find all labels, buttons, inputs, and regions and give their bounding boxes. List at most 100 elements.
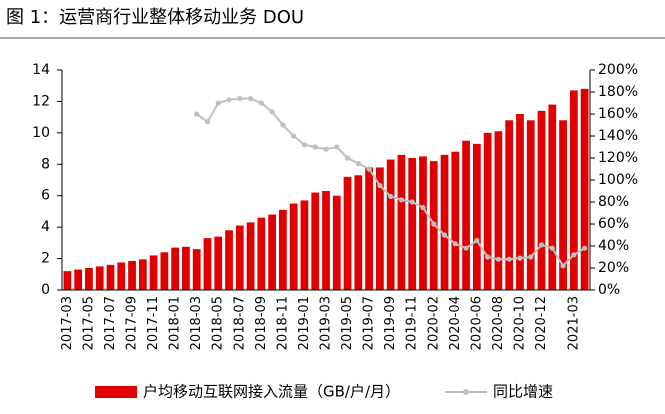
line-marker (334, 144, 340, 150)
bar (419, 156, 427, 290)
y2-tick-label: 80% (598, 194, 629, 210)
line-marker (463, 245, 469, 251)
bar (408, 158, 417, 290)
bar (365, 167, 373, 290)
bar (192, 249, 201, 290)
x-tick-label: 2019-07 (362, 296, 377, 350)
bar (106, 264, 115, 290)
y2-tick-label: 100% (598, 172, 638, 188)
y2-tick-label: 0% (598, 282, 620, 298)
line-marker (517, 255, 523, 261)
x-tick-label: 2019-11 (405, 296, 420, 350)
line-marker (204, 119, 211, 125)
y2-tick-label: 60% (598, 216, 629, 232)
bar (138, 259, 147, 290)
y-tick-label: 0 (41, 282, 50, 298)
line-marker (474, 237, 480, 244)
y2-tick-label: 200% (598, 62, 638, 78)
line-marker (420, 204, 426, 211)
bar (203, 238, 212, 290)
line-marker (312, 144, 318, 150)
bar (117, 262, 126, 290)
y-tick-label: 12 (32, 93, 50, 109)
y-tick-label: 2 (41, 251, 50, 267)
x-tick-label: 2018-07 (232, 296, 247, 350)
chart-title: 图 1：运营商行业整体移动业务 DOU (6, 7, 304, 28)
x-tick-label: 2019-03 (319, 296, 334, 350)
legend-swatch (463, 389, 469, 395)
bar (537, 110, 546, 290)
bar (279, 209, 287, 290)
bar (354, 175, 363, 290)
y-tick-label: 4 (41, 219, 50, 235)
y-tick-label: 14 (32, 62, 50, 78)
x-tick-label: 2018-03 (189, 296, 204, 350)
line-marker (452, 241, 458, 247)
bar (85, 268, 93, 290)
bar (246, 222, 255, 290)
line-marker (571, 252, 577, 258)
x-tick-label: 2020-06 (469, 296, 484, 350)
bar (160, 252, 169, 290)
y-tick-label: 10 (32, 125, 50, 141)
x-tick-label: 2020-04 (448, 296, 463, 350)
x-tick-label: 2019-05 (340, 296, 355, 350)
bar (332, 195, 341, 290)
line-marker (247, 96, 254, 102)
line-marker (237, 96, 243, 102)
bar (149, 255, 158, 290)
x-tick-label: 2018-05 (211, 296, 226, 350)
bar (74, 269, 83, 290)
bar (214, 236, 223, 290)
bar (386, 159, 395, 290)
line-marker (431, 221, 437, 227)
bar (580, 88, 589, 290)
bar (182, 246, 190, 290)
bar (462, 140, 470, 290)
bar (559, 120, 567, 291)
line-marker (366, 166, 372, 172)
x-tick-label: 2017-05 (81, 296, 96, 350)
bar (505, 120, 514, 291)
bar (300, 200, 309, 290)
bar (95, 266, 104, 290)
y2-tick-label: 140% (598, 128, 638, 144)
x-tick-label: 2017-09 (125, 296, 140, 350)
y-tick-label: 6 (41, 188, 50, 204)
line-marker (269, 109, 275, 115)
bar (235, 225, 244, 290)
bar (494, 131, 503, 290)
line-marker (485, 254, 491, 260)
line-marker (226, 97, 232, 103)
line-marker (441, 232, 448, 238)
bar (569, 90, 578, 290)
x-tick-label: 2019-01 (297, 296, 312, 350)
line-marker (560, 263, 566, 269)
line-marker (495, 256, 502, 262)
y2-tick-label: 120% (598, 150, 638, 166)
line-marker (582, 245, 588, 251)
line-marker (323, 146, 329, 152)
line-marker (301, 142, 308, 148)
x-tick-label: 2020-08 (491, 296, 506, 350)
x-tick-label: 2018-11 (275, 296, 290, 350)
x-tick-label: 2017-03 (60, 296, 75, 350)
x-tick-label: 2017-11 (146, 296, 161, 350)
bar (63, 271, 72, 290)
line-marker (344, 155, 351, 161)
line-marker (506, 256, 512, 262)
line-marker (528, 254, 534, 260)
x-tick-label: 2021-03 (566, 296, 581, 350)
bar (526, 120, 535, 291)
y2-tick-label: 40% (598, 238, 629, 254)
bar (483, 132, 492, 290)
legend-label: 同比增速 (493, 383, 553, 401)
legend-label: 户均移动互联网接入流量（GB/户/月） (143, 383, 400, 401)
y-tick-label: 8 (41, 156, 50, 172)
bar (128, 260, 136, 290)
y2-tick-label: 20% (598, 260, 629, 276)
bar (322, 191, 330, 290)
bar (343, 176, 352, 290)
x-tick-label: 2018-09 (254, 296, 269, 350)
x-tick-label: 2019-09 (383, 296, 398, 350)
